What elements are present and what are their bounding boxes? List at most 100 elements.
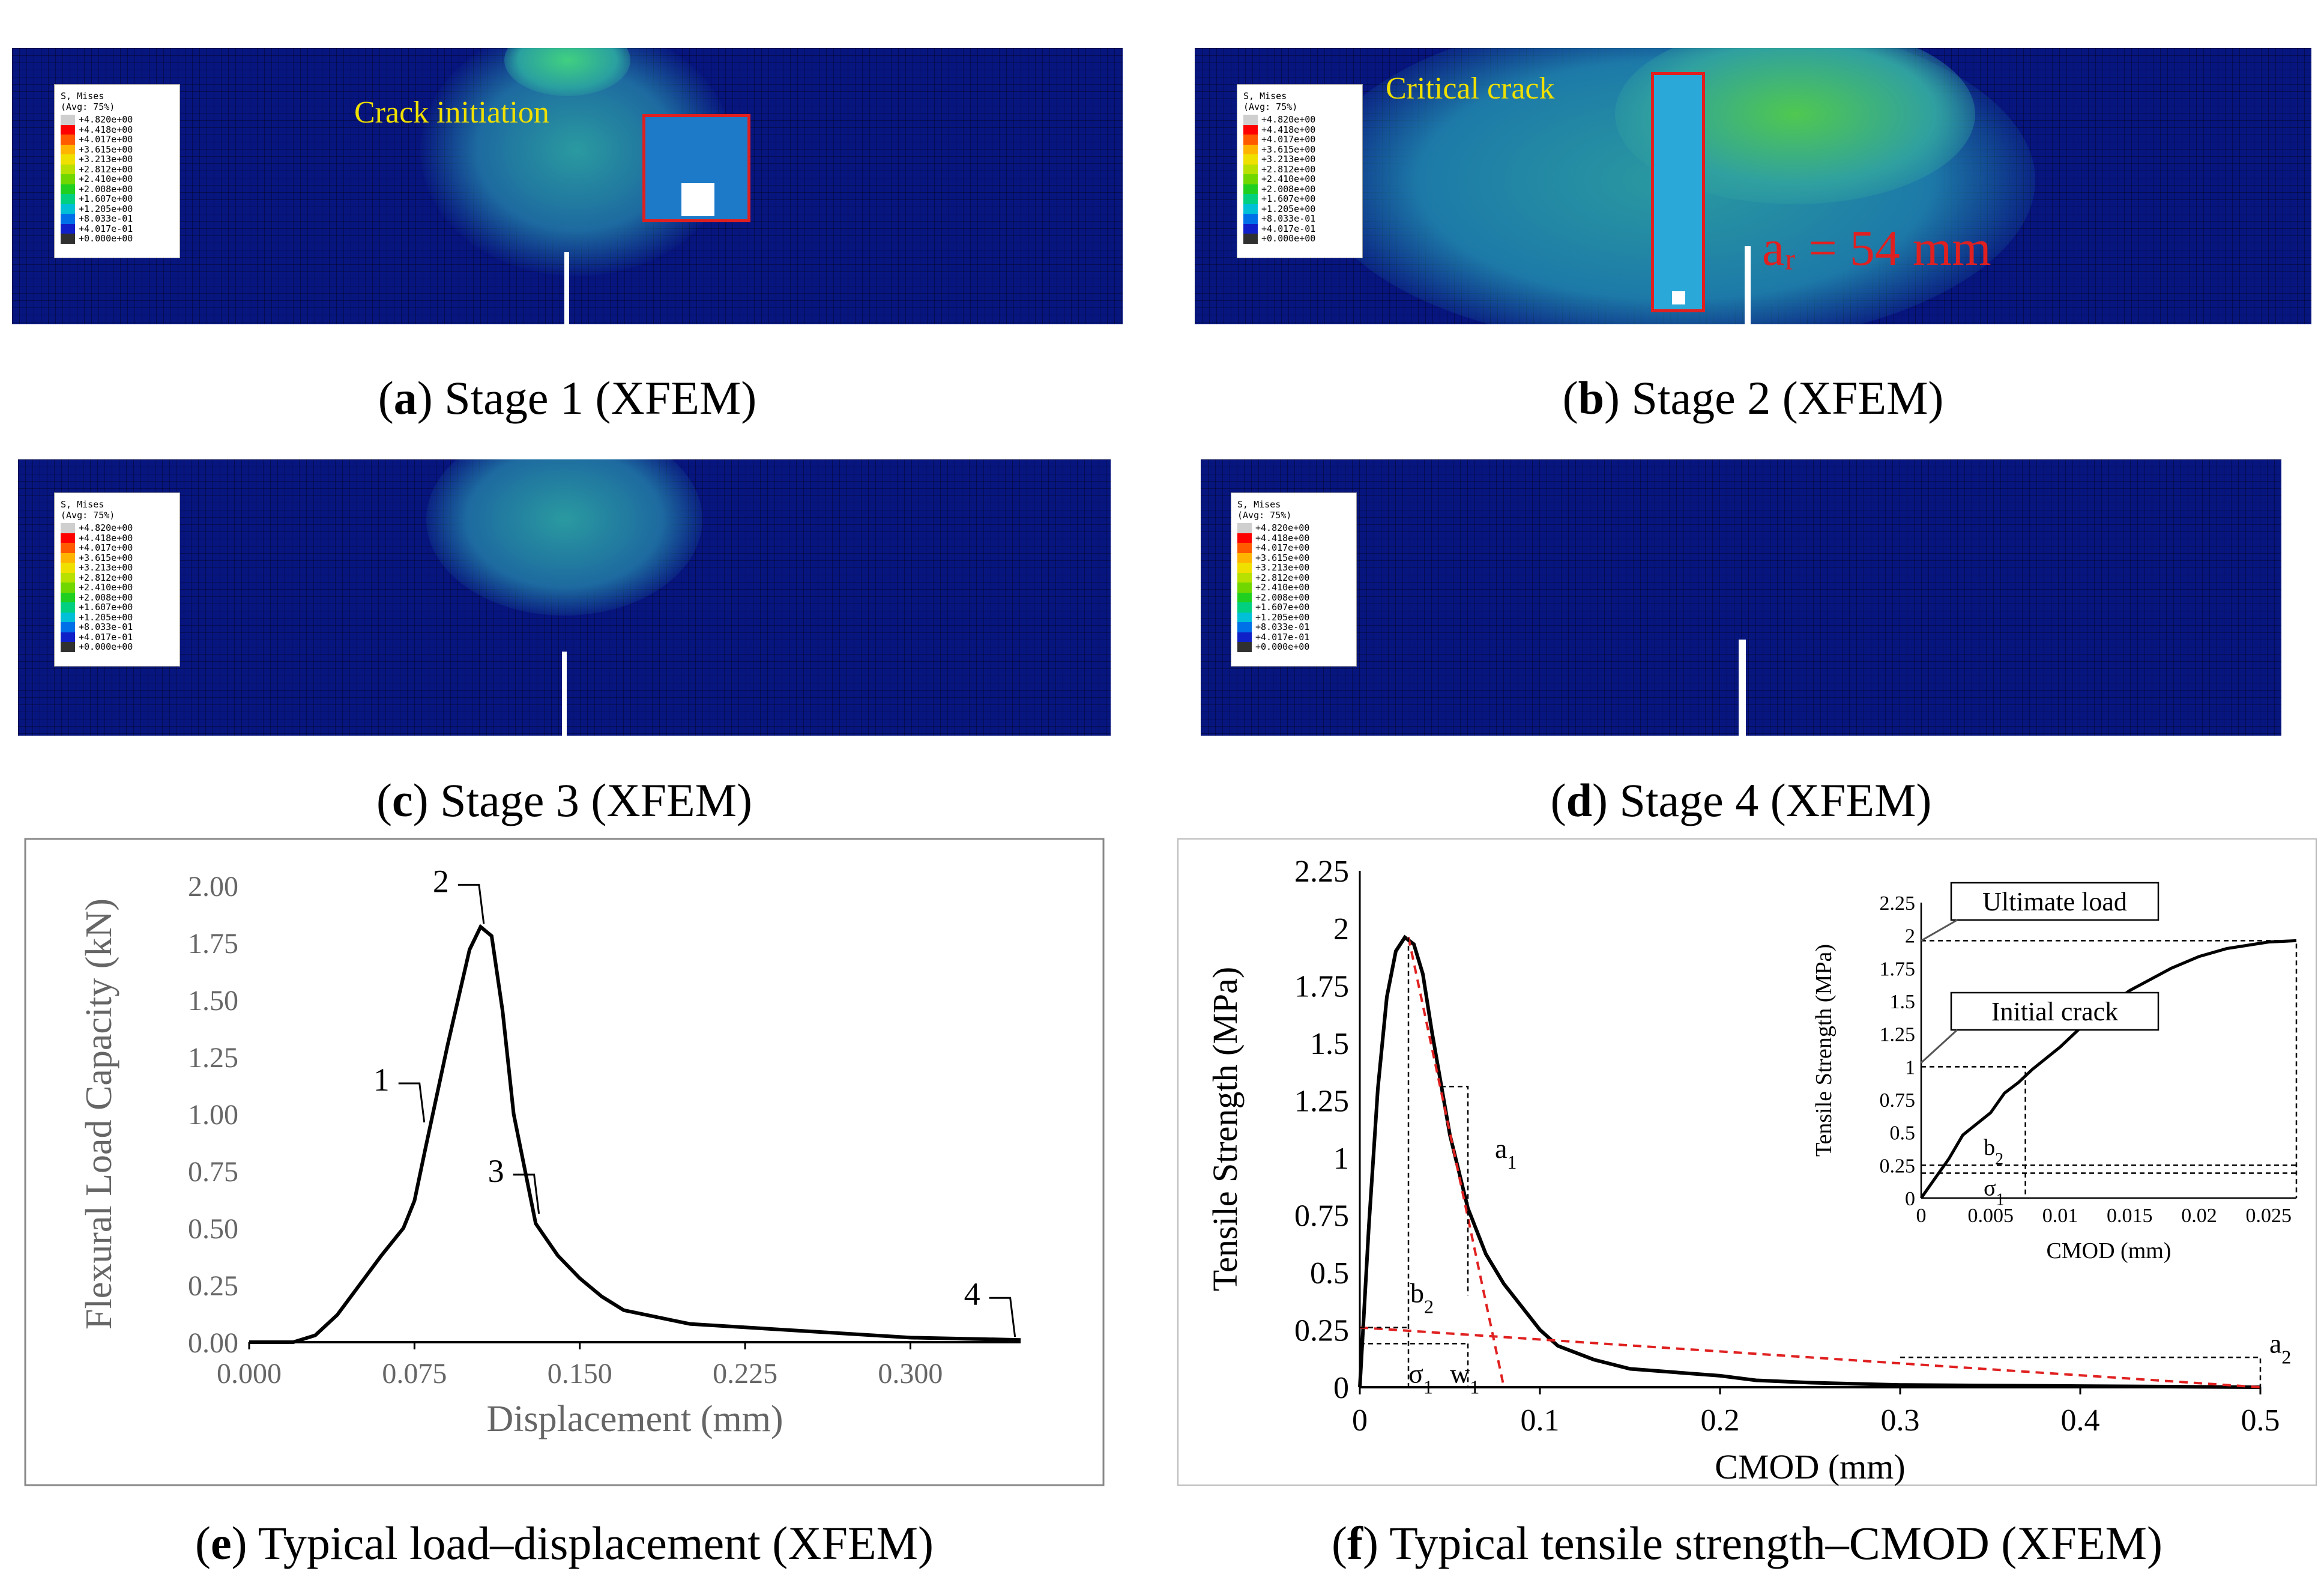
legend-row: +8.033e-01 — [1243, 214, 1356, 224]
y-tick-label: 0.75 — [1294, 1199, 1349, 1233]
legend-title: S, Mises (Avg: 75%) — [1237, 499, 1292, 521]
legend-value: +8.033e-01 — [1255, 622, 1310, 632]
x-tick-label: 0 — [1352, 1403, 1368, 1438]
legend-row: +2.812e+00 — [61, 164, 174, 174]
legend-swatch — [1237, 642, 1252, 652]
legend-row: +1.607e+00 — [61, 194, 174, 204]
legend-value: +3.213e+00 — [1261, 154, 1316, 165]
legend-swatch — [61, 223, 75, 234]
legend-row: +0.000e+00 — [61, 234, 174, 244]
legend-swatch — [61, 583, 75, 593]
legend-value: +2.812e+00 — [79, 572, 133, 583]
initial-crack-callout-box — [1950, 991, 2160, 1031]
legend-value: +3.213e+00 — [79, 562, 133, 573]
legend-value: +4.017e+00 — [1261, 134, 1316, 145]
legend-value: +1.205e+00 — [1255, 611, 1310, 623]
legend-swatch — [61, 622, 75, 632]
legend-swatch — [61, 135, 75, 145]
caption-d: (d) Stage 4 (XFEM) — [1550, 774, 1932, 826]
legend-row: +4.418e+00 — [1243, 124, 1356, 135]
legend-swatch — [61, 572, 75, 583]
legend-value: +2.008e+00 — [79, 183, 133, 195]
legend-swatch — [61, 204, 75, 214]
legend-row: +2.410e+00 — [61, 583, 174, 593]
legend-swatch — [1243, 124, 1258, 135]
legend-b: S, Mises (Avg: 75%) +4.820e+00 +4.418e+00 +… — [1237, 84, 1363, 258]
legend-value: +4.418e+00 — [1255, 532, 1310, 543]
zoom-box — [642, 114, 750, 222]
legend-swatch — [1237, 583, 1252, 593]
x-tick-label: 0.1 — [1521, 1403, 1560, 1438]
legend-row: +0.000e+00 — [1237, 642, 1350, 652]
inset-series-line — [1919, 939, 2297, 1199]
legend-swatch — [1243, 144, 1258, 154]
legend-swatch — [61, 543, 75, 553]
legend-swatch — [61, 642, 75, 652]
legend-rows: +4.820e+00 +4.418e+00 +4.017e+00 +3.615e+00… — [1243, 115, 1356, 244]
inset-x-tick-label: 0.02 — [2181, 1205, 2217, 1227]
legend-swatch — [1243, 174, 1258, 184]
legend-swatch — [1237, 612, 1252, 622]
legend-row: +2.410e+00 — [1243, 174, 1356, 184]
legend-title: S, Mises (Avg: 75%) — [1243, 91, 1298, 112]
legend-value: +2.008e+00 — [1261, 183, 1316, 195]
legend-row: +4.418e+00 — [1237, 533, 1350, 543]
annotation-arrow — [457, 883, 485, 924]
legend-swatch — [61, 592, 75, 602]
legend-swatch — [1237, 632, 1252, 642]
zoom-box — [1651, 72, 1705, 312]
inset-x-axis-label: CMOD (mm) — [2047, 1238, 2172, 1264]
panel-f: 0 0.1 0.2 0.3 0.4 0.5 0 0.25 0.5 0.75 1 1.25 1.5 1.75… — [1177, 838, 2317, 1583]
legend-swatch — [61, 214, 75, 224]
legend-value: +3.615e+00 — [1261, 144, 1316, 155]
series-line — [249, 924, 1021, 1344]
legend-row: +4.418e+00 — [61, 124, 174, 135]
critical-crack-label: Critical crack — [1386, 71, 1555, 106]
legend-row: +3.213e+00 — [1237, 563, 1350, 573]
ultimate-load-callout-pointer — [1921, 919, 1958, 942]
legend-swatch — [61, 154, 75, 165]
legend-swatch — [1237, 592, 1252, 602]
y-tick-label: 1.00 — [188, 1099, 238, 1131]
legend-value: +1.607e+00 — [79, 193, 133, 204]
legend-swatch — [1243, 115, 1258, 125]
legend-row: +1.205e+00 — [61, 204, 174, 214]
legend-value: +4.820e+00 — [1255, 522, 1310, 533]
x-axis-label: Displacement (mm) — [486, 1399, 783, 1439]
legend-swatch — [1237, 552, 1252, 563]
guide-line — [1441, 1086, 1469, 1296]
legend-swatch — [1243, 164, 1258, 174]
crack-initiation-label: Crack initiation — [354, 95, 549, 130]
y-tick-label: 0.75 — [188, 1156, 238, 1188]
inset-y-tick-label: 1 — [1905, 1056, 1915, 1079]
inset-y-tick-label: 0 — [1905, 1188, 1915, 1210]
legend-row: +4.017e-01 — [61, 631, 174, 643]
legend-value: +2.812e+00 — [1261, 163, 1316, 175]
y-axis-label: Tensile Strength (MPa) — [1206, 967, 1245, 1291]
legend-value: +2.410e+00 — [79, 582, 133, 593]
legend-value: +4.017e-01 — [79, 631, 133, 643]
annotation-arrow — [513, 1173, 540, 1214]
legend-swatch — [1243, 223, 1258, 234]
panel-b: S, Mises (Avg: 75%) +4.820e+00 +4.418e+00 +… — [1195, 24, 2311, 444]
inset-x-tick-label: 0 — [1916, 1205, 1927, 1227]
legend-value: +4.820e+00 — [79, 522, 133, 533]
legend-swatch — [1237, 563, 1252, 573]
stress-zone — [426, 459, 702, 616]
legend-value: +1.607e+00 — [1255, 602, 1310, 613]
x-tick-label: 0.5 — [2241, 1403, 2280, 1438]
legend-title: S, Mises (Avg: 75%) — [61, 499, 115, 521]
y-tick-label: 1.50 — [188, 985, 238, 1017]
legend-row: +4.017e+00 — [1237, 543, 1350, 553]
ultimate-load-callout: Ultimate load — [1982, 887, 2127, 916]
crack-length-label: aᵣ = 54 mm — [1762, 220, 1991, 276]
legend-row: +2.812e+00 — [61, 572, 174, 583]
legend-row: +4.820e+00 — [1237, 523, 1350, 533]
legend-value: +1.607e+00 — [1261, 193, 1316, 204]
y-tick-label: 1.5 — [1310, 1027, 1349, 1061]
inset-y-tick-label: 1.75 — [1880, 958, 1916, 980]
legend-value: +8.033e-01 — [79, 622, 133, 632]
x-tick-label: 0.3 — [1881, 1403, 1920, 1438]
y-tick-label: 2.25 — [1294, 855, 1349, 889]
legend-row: +2.812e+00 — [1243, 163, 1356, 175]
